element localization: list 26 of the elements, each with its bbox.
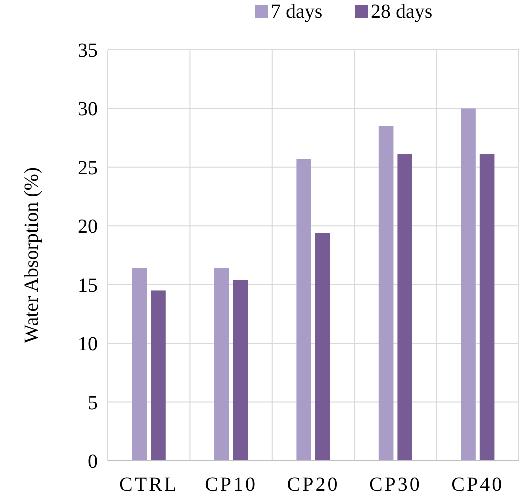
y-tick-label: 25 bbox=[78, 157, 98, 180]
y-tick-label: 35 bbox=[78, 40, 98, 62]
y-tick-label: 30 bbox=[78, 98, 98, 121]
y-tick-label: 5 bbox=[88, 392, 98, 414]
bar bbox=[461, 108, 476, 461]
bar bbox=[132, 268, 148, 461]
y-tick-label: 15 bbox=[78, 274, 98, 297]
bar bbox=[233, 280, 248, 461]
bar bbox=[316, 233, 330, 461]
y-tick-label: 10 bbox=[78, 334, 98, 356]
x-tick-label: CP40 bbox=[452, 474, 504, 496]
x-tick-label: CP20 bbox=[287, 474, 340, 496]
bar bbox=[398, 154, 412, 461]
bar bbox=[480, 154, 495, 461]
y-tick-label: 0 bbox=[88, 451, 98, 473]
bar bbox=[378, 126, 394, 461]
y-axis-title: Water Absorption (%) bbox=[21, 167, 43, 344]
x-tick-label: CP10 bbox=[205, 474, 258, 496]
bar bbox=[296, 159, 312, 461]
x-tick-label: CP30 bbox=[369, 474, 422, 496]
x-tick-label: CTRL bbox=[120, 474, 179, 496]
bar bbox=[151, 290, 166, 461]
legend-label: 28 days bbox=[371, 1, 433, 23]
y-tick-label: 20 bbox=[78, 216, 98, 238]
legend-label: 7 days bbox=[271, 1, 323, 23]
bar bbox=[214, 268, 230, 461]
